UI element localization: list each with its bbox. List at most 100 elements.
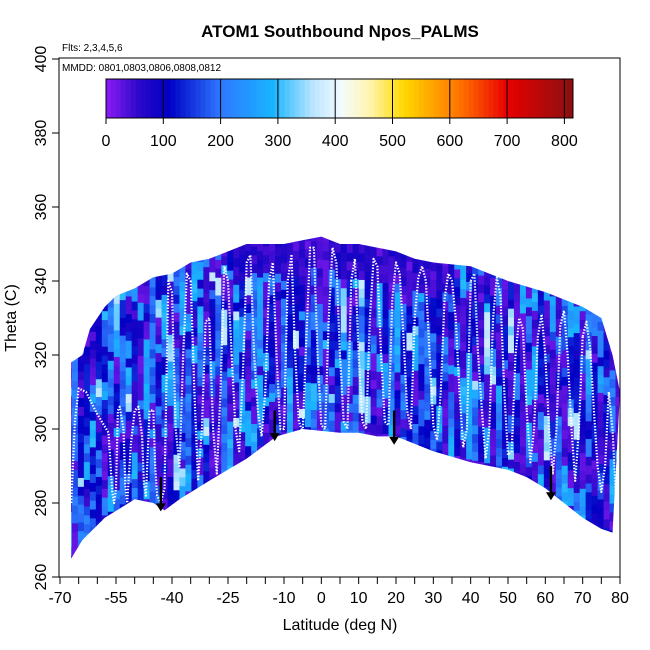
heatmap-cell xyxy=(316,250,324,260)
heatmap-cell xyxy=(191,265,198,275)
heatmap-cell xyxy=(603,474,611,484)
heatmap-cell xyxy=(286,420,294,431)
heatmap-cell xyxy=(424,348,431,358)
heatmap-cell xyxy=(149,419,157,430)
heatmap-cell xyxy=(143,507,151,518)
heatmap-cell xyxy=(376,442,384,452)
heatmap-cell xyxy=(502,288,509,299)
heatmap-cell xyxy=(406,243,414,253)
heatmap-cell xyxy=(454,295,461,305)
heatmap-cell xyxy=(484,400,491,410)
colorbar-segment xyxy=(508,79,514,118)
heatmap-cell xyxy=(382,273,390,284)
heatmap-cell xyxy=(513,461,521,471)
heatmap-cell xyxy=(490,286,497,296)
heatmap-cell xyxy=(131,336,139,346)
heatmap-cell xyxy=(221,442,228,452)
heatmap-cell xyxy=(292,410,300,420)
heatmap-cell xyxy=(101,470,109,480)
heatmap-cell xyxy=(358,368,366,378)
heatmap-cell xyxy=(561,429,569,440)
heatmap-cell xyxy=(251,379,258,389)
heatmap-cell xyxy=(478,283,485,294)
heatmap-cell xyxy=(185,473,193,483)
heatmap-cell xyxy=(418,345,425,356)
heatmap-cell xyxy=(119,335,127,345)
heatmap-cell xyxy=(310,382,318,393)
heatmap-cell xyxy=(125,331,133,341)
heatmap-cell xyxy=(436,290,443,300)
heatmap-cell xyxy=(155,432,163,442)
heatmap-cell xyxy=(173,312,181,322)
heatmap-cell xyxy=(173,276,181,287)
heatmap-cell xyxy=(466,441,473,451)
heatmap-cell xyxy=(101,488,109,498)
heatmap-cell xyxy=(173,427,181,437)
heatmap-cell xyxy=(490,401,497,412)
heatmap-cell xyxy=(155,485,163,496)
heatmap-cell xyxy=(167,369,175,380)
heatmap-cell xyxy=(71,496,79,506)
colorbar-segment xyxy=(284,79,291,118)
heatmap-cell xyxy=(322,312,330,323)
heatmap-cell xyxy=(472,380,479,390)
colorbar-segment xyxy=(498,79,504,118)
flight-profile xyxy=(290,246,353,434)
heatmap-cell xyxy=(364,387,372,397)
heatmap-cell xyxy=(328,366,336,377)
heatmap-cell xyxy=(484,267,491,277)
heatmap-cell xyxy=(275,290,282,301)
heatmap-cell xyxy=(239,422,246,433)
heatmap-cell xyxy=(609,503,617,513)
heatmap-cell xyxy=(508,272,515,283)
heatmap-cell xyxy=(424,410,431,420)
heatmap-cell xyxy=(388,380,396,390)
heatmap-cell xyxy=(328,313,336,323)
heatmap-cell xyxy=(83,479,91,489)
heatmap-cell xyxy=(263,254,270,265)
heatmap-cell xyxy=(251,236,258,247)
heatmap-cell xyxy=(334,314,342,324)
heatmap-cell xyxy=(573,296,581,307)
heatmap-cell xyxy=(191,256,198,266)
heatmap-cell xyxy=(519,383,527,394)
heatmap-cell xyxy=(245,374,252,385)
heatmap-cell xyxy=(340,278,348,289)
heatmap-cell xyxy=(131,283,139,293)
heatmap-cell xyxy=(591,299,599,310)
heatmap-cell xyxy=(358,288,366,298)
heatmap-cell xyxy=(185,410,193,421)
heatmap-cell xyxy=(609,494,617,504)
heatmap-cell xyxy=(215,410,222,420)
colorbar-tick-label: 200 xyxy=(207,133,234,150)
heatmap-cell xyxy=(263,396,270,407)
heatmap-cell xyxy=(125,446,133,457)
heatmap-cell xyxy=(239,271,246,282)
heatmap-cell xyxy=(60,520,67,529)
heatmap-cell xyxy=(179,263,187,274)
heatmap-cell xyxy=(71,520,73,530)
heatmap-cell xyxy=(245,250,252,260)
heatmap-cell xyxy=(591,521,599,532)
heatmap-cell xyxy=(549,402,557,412)
heatmap-cell xyxy=(573,385,581,396)
heatmap-cell xyxy=(131,318,139,329)
heatmap-cell xyxy=(555,282,563,293)
heatmap-cell xyxy=(221,353,228,363)
heatmap-cell xyxy=(573,412,581,422)
heatmap-cell xyxy=(101,523,109,534)
heatmap-cell xyxy=(107,369,115,379)
heatmap-cell xyxy=(209,298,216,308)
heatmap-cell xyxy=(179,379,187,389)
heatmap-cell xyxy=(502,324,509,334)
heatmap-cell xyxy=(322,392,330,403)
heatmap-cell xyxy=(83,497,91,507)
heatmap-cell xyxy=(519,295,527,305)
heatmap-cell xyxy=(531,487,539,498)
heatmap-cell xyxy=(346,305,354,315)
heatmap-cell xyxy=(221,246,228,257)
heatmap-cell xyxy=(71,395,73,406)
heatmap-cell xyxy=(215,236,222,243)
heatmap-cell xyxy=(71,475,73,486)
heatmap-cell xyxy=(317,224,324,233)
